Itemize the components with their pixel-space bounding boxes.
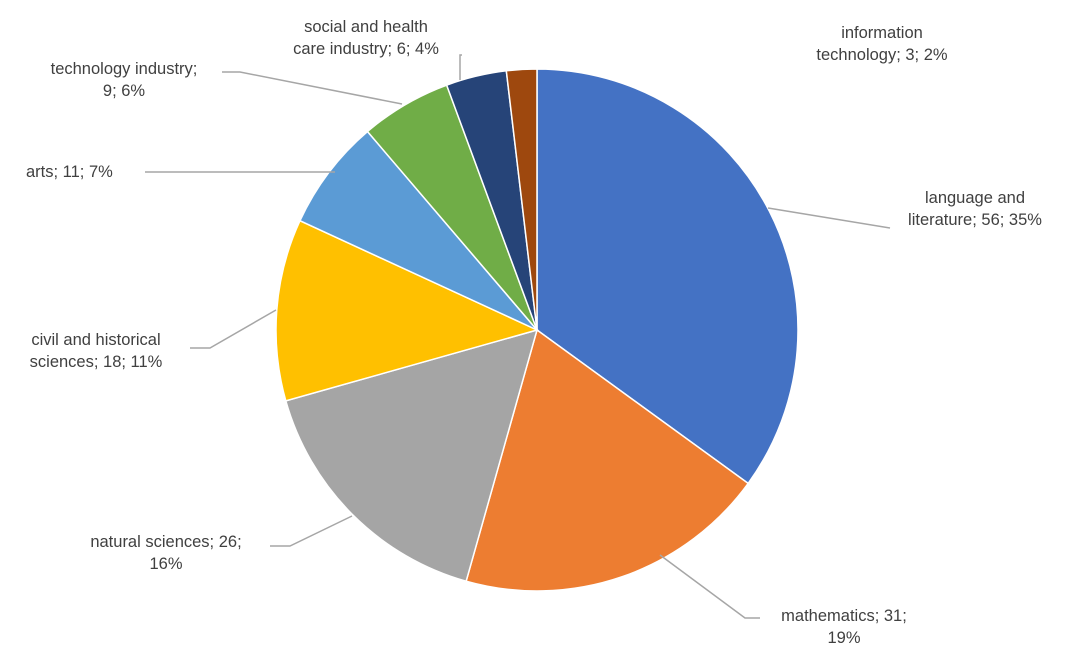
data-label-civil-and-historical: civil and historical sciences; 18; 11% xyxy=(6,329,186,373)
data-label-line: literature; 56; 35% xyxy=(908,211,1042,229)
data-label-mathematics: mathematics; 31; 19% xyxy=(759,605,929,649)
leader-line-natural-sciences xyxy=(270,515,353,547)
data-label-line: 19% xyxy=(827,629,861,647)
pie-slice-information-technology xyxy=(505,68,538,331)
data-label-line: natural sciences; 26; xyxy=(90,533,242,551)
data-label-line: technology; 3; 2% xyxy=(816,46,948,64)
leader-line-technology-industry xyxy=(222,71,403,105)
leader-line-civil-and-historical xyxy=(190,309,277,349)
data-label-natural-sciences: natural sciences; 26; 16% xyxy=(66,531,266,575)
data-label-line: information xyxy=(841,24,923,42)
data-label-line: 9; 6% xyxy=(102,82,146,100)
pie-slice-mathematics xyxy=(465,328,750,592)
data-label-line: arts; 11; 7% xyxy=(26,163,113,181)
data-label-arts: arts; 11; 7% xyxy=(26,161,113,183)
data-label-line: civil and historical xyxy=(31,331,161,349)
data-label-line: technology industry; xyxy=(50,60,198,78)
data-label-technology-industry: technology industry; 9; 6% xyxy=(28,58,220,102)
data-label-line: social and health xyxy=(304,18,428,36)
data-label-line: sciences; 18; 11% xyxy=(29,353,163,371)
data-label-information-technology: information technology; 3; 2% xyxy=(812,22,952,66)
data-label-language-and-literature: language and literature; 56; 35% xyxy=(890,187,1060,231)
data-label-social-and-health: social and health care industry; 6; 4% xyxy=(276,16,456,60)
leader-line-language-and-literature xyxy=(767,207,891,229)
pie-slice-natural-sciences xyxy=(284,328,539,583)
leader-line-mathematics xyxy=(659,554,760,619)
pie-slice-language-and-literature xyxy=(536,68,799,485)
data-label-line: mathematics; 31; xyxy=(781,607,907,625)
data-label-line: language and xyxy=(924,189,1025,207)
leader-line-social-and-health xyxy=(459,54,462,80)
pie-slice-civil-and-historical-sciences xyxy=(275,219,540,402)
data-label-line: 16% xyxy=(149,555,183,573)
data-label-line: care industry; 6; 4% xyxy=(293,40,439,58)
